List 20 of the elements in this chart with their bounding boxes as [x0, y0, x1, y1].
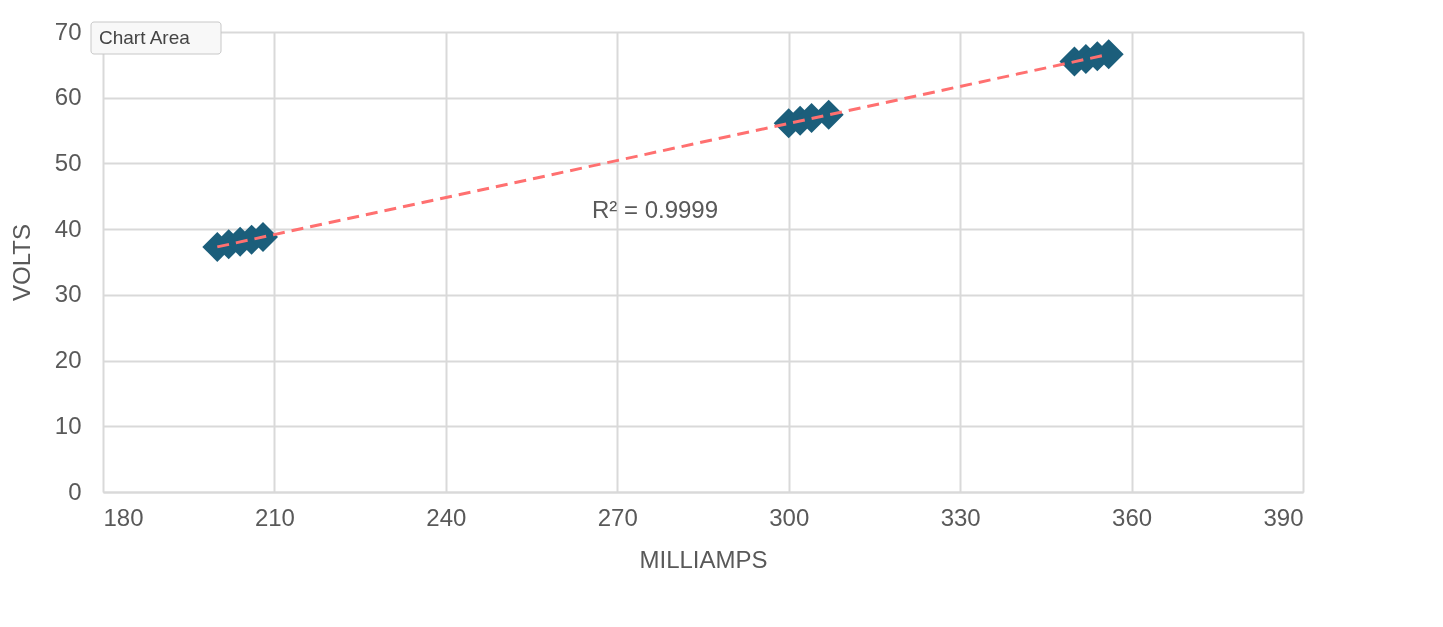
- y-tick-label: 70: [54, 17, 82, 45]
- x-tick-label: 210: [254, 503, 295, 531]
- x-axis-title: MILLIAMPS: [639, 545, 768, 573]
- y-tick-label: 20: [54, 346, 82, 374]
- x-tick-label: 240: [426, 503, 467, 531]
- x-tick-label: 330: [940, 503, 981, 531]
- x-tick-label: 300: [769, 503, 810, 531]
- x-tick-label: 390: [1263, 503, 1304, 531]
- x-tick-label: 270: [597, 503, 638, 531]
- y-tick-label: 60: [54, 83, 82, 111]
- x-tick-label: 360: [1112, 503, 1153, 531]
- y-tick-label: 30: [54, 280, 82, 308]
- y-axis-title: VOLTS: [7, 224, 35, 301]
- y-tick-label: 40: [54, 214, 82, 242]
- y-tick-label: 50: [54, 148, 82, 176]
- y-tick-label: 0: [68, 477, 82, 505]
- y-tick-label: 10: [54, 411, 82, 439]
- x-tick-label: 180: [103, 503, 144, 531]
- annotation: R² = 0.9999: [591, 196, 719, 224]
- annotation: Chart Area: [99, 27, 191, 48]
